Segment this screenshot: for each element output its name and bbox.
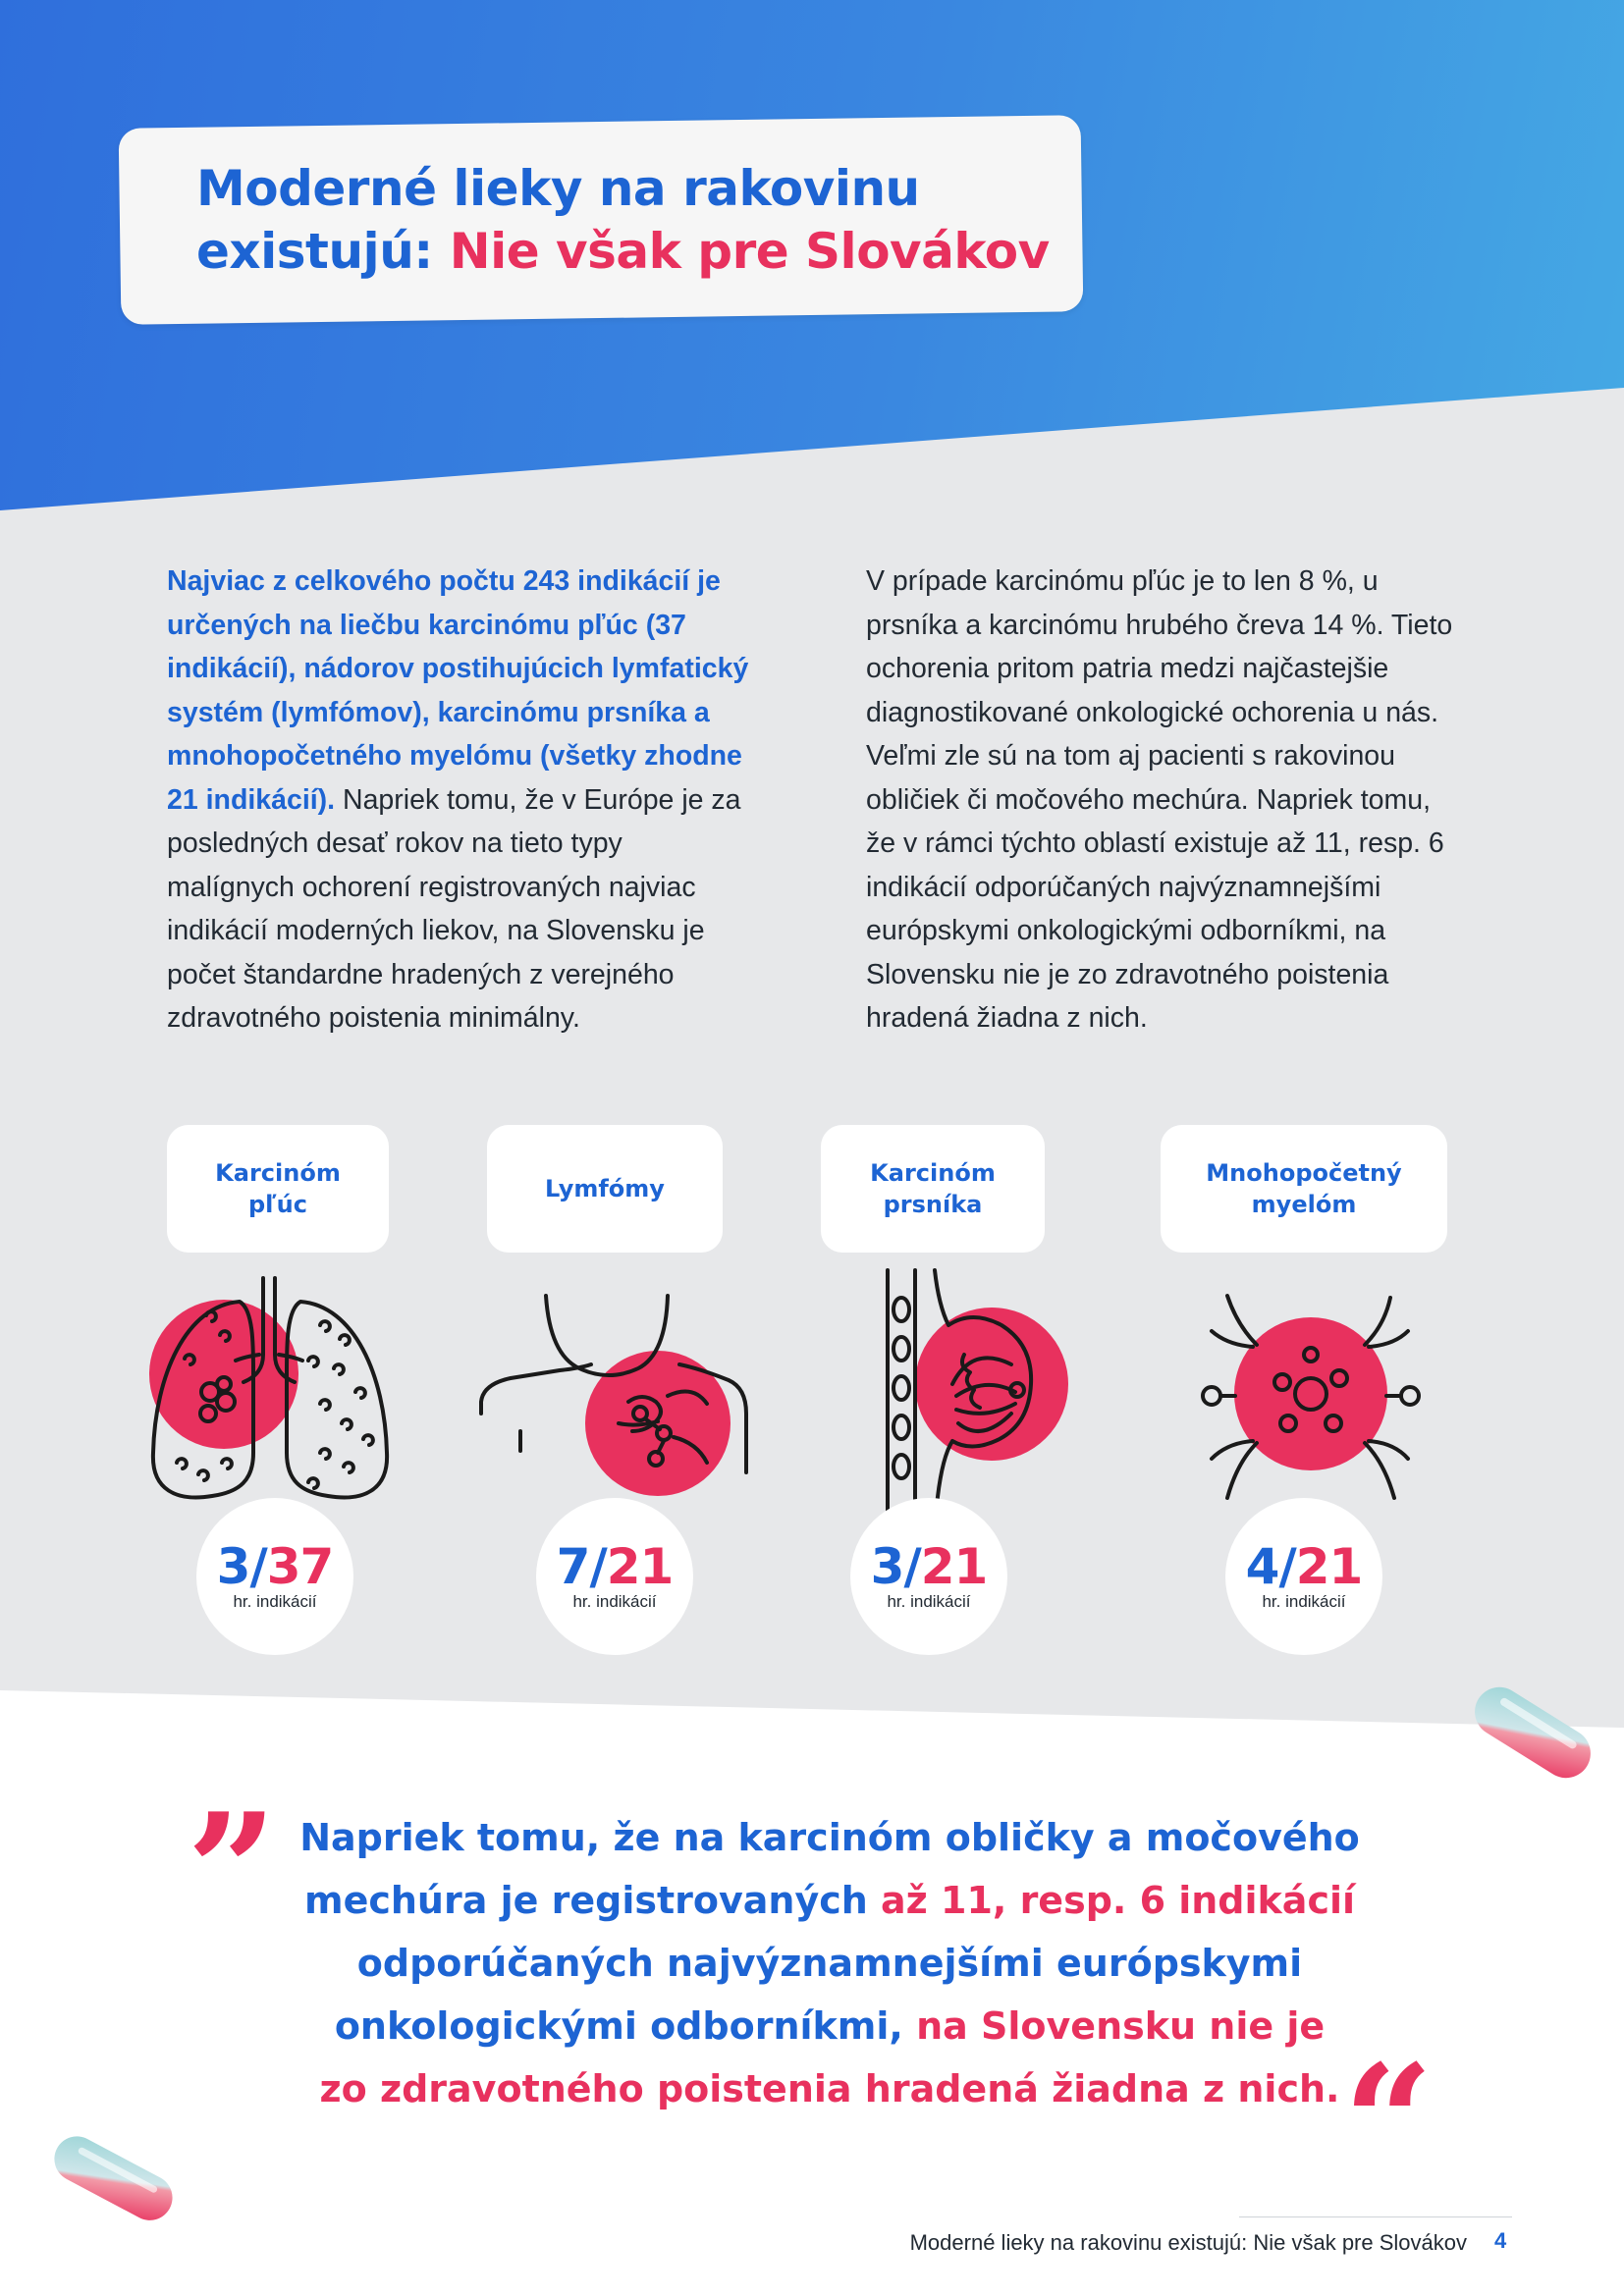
stat-covered: 3/ — [870, 1538, 922, 1595]
stat-caption: hr. indikácií — [1262, 1592, 1346, 1611]
breast-icon — [886, 1268, 1068, 1533]
page-title: Moderné lieky na rakovinu existujú: Nie … — [196, 157, 1080, 283]
footer-title: Moderné lieky na rakovinu existujú: Nie … — [909, 2230, 1467, 2255]
cancer-label-line1: Mnohopočetný — [1206, 1159, 1402, 1187]
title-line-1: Moderné lieky na rakovinu — [196, 160, 920, 217]
body-right-text: V prípade karcinómu pľúc je to len 8 %, … — [866, 565, 1453, 1034]
quote-line-4-blue: onkologickými odborníkmi, — [334, 2004, 917, 2048]
quote-line-5: zo zdravotného poistenia hradená žiadna … — [319, 2067, 1340, 2110]
stat-lung: 3/37 hr. indikácií — [196, 1498, 353, 1655]
cancer-label-breast: Karcinóm prsníka — [821, 1125, 1045, 1253]
lymph-node-icon — [479, 1294, 748, 1496]
stat-value: 7/21 — [536, 1541, 693, 1592]
body-highlight: Najviac z celkového počtu 243 indikácií … — [167, 565, 749, 816]
body-column-left: Najviac z celkového počtu 243 indikácií … — [167, 560, 756, 1041]
stat-value: 3/37 — [196, 1541, 353, 1592]
quote-line-4-pink: na Slovensku nie je — [916, 2004, 1326, 2048]
quote-open-icon: ” — [187, 1779, 278, 1963]
stat-total: 21 — [920, 1538, 989, 1595]
pill-icon — [1475, 1686, 1591, 1779]
title-accent: Nie však pre Slovákov — [449, 223, 1051, 280]
cancer-label-lung: Karcinóm pľúc — [167, 1125, 389, 1253]
title-line-2: existujú: Nie však pre Slovákov — [196, 220, 1080, 283]
cancer-label-line1: Karcinóm — [215, 1159, 341, 1187]
stat-lymphoma: 7/21 hr. indikácií — [536, 1498, 693, 1655]
title-line-2-blue: existujú: — [196, 223, 433, 280]
stat-total: 37 — [266, 1538, 335, 1595]
lungs-icon — [149, 1276, 390, 1500]
cancer-label-line1: Karcinóm — [870, 1159, 996, 1187]
stat-myeloma: 4/21 hr. indikácií — [1225, 1498, 1382, 1655]
page-number: 4 — [1494, 2228, 1507, 2253]
body-column-right: V prípade karcinómu pľúc je to len 8 %, … — [866, 560, 1455, 1041]
quote-line-4: onkologickými odborníkmi, na Slovensku n… — [255, 1995, 1404, 2057]
footer-divider — [1239, 2216, 1512, 2217]
quote-line-2-blue: mechúra je registrovaných — [303, 1879, 882, 1922]
stat-total: 21 — [606, 1538, 675, 1595]
stat-value: 3/21 — [850, 1541, 1007, 1592]
stat-total: 21 — [1295, 1538, 1364, 1595]
cancer-label-lymphoma: Lymfómy — [487, 1125, 723, 1253]
quote-line-2: mechúra je registrovaných až 11, resp. 6… — [255, 1869, 1404, 1932]
cancer-label-myeloma: Mnohopočetný myelóm — [1161, 1125, 1447, 1253]
pull-quote: Napriek tomu, že na karcinóm obličky a m… — [255, 1806, 1404, 2120]
stat-value: 4/21 — [1225, 1541, 1382, 1592]
stat-caption: hr. indikácií — [572, 1592, 657, 1611]
quote-line-2-pink: až 11, resp. 6 indikácií — [881, 1879, 1356, 1922]
stat-covered: 4/ — [1245, 1538, 1297, 1595]
stat-covered: 3/ — [216, 1538, 268, 1595]
pill-icon — [54, 2136, 173, 2220]
quote-close-icon: “ — [1343, 2030, 1435, 2215]
cell-icon — [1201, 1294, 1421, 1500]
quote-line-3: odporúčaných najvýznamnejšími európskymi — [356, 1942, 1303, 1985]
quote-line-1: Napriek tomu, že na karcinóm obličky a m… — [299, 1816, 1360, 1859]
cancer-label-line2: pľúc — [247, 1191, 307, 1218]
cancer-label-line2: myelóm — [1251, 1191, 1357, 1218]
stat-caption: hr. indikácií — [233, 1592, 317, 1611]
cancer-label-line2: prsníka — [883, 1191, 983, 1218]
stat-covered: 7/ — [556, 1538, 608, 1595]
cancer-label-line1: Lymfómy — [545, 1175, 665, 1202]
stat-caption: hr. indikácií — [887, 1592, 971, 1611]
stat-breast: 3/21 hr. indikácií — [850, 1498, 1007, 1655]
body-left-text: Napriek tomu, že v Európe je za posledný… — [167, 783, 741, 1035]
